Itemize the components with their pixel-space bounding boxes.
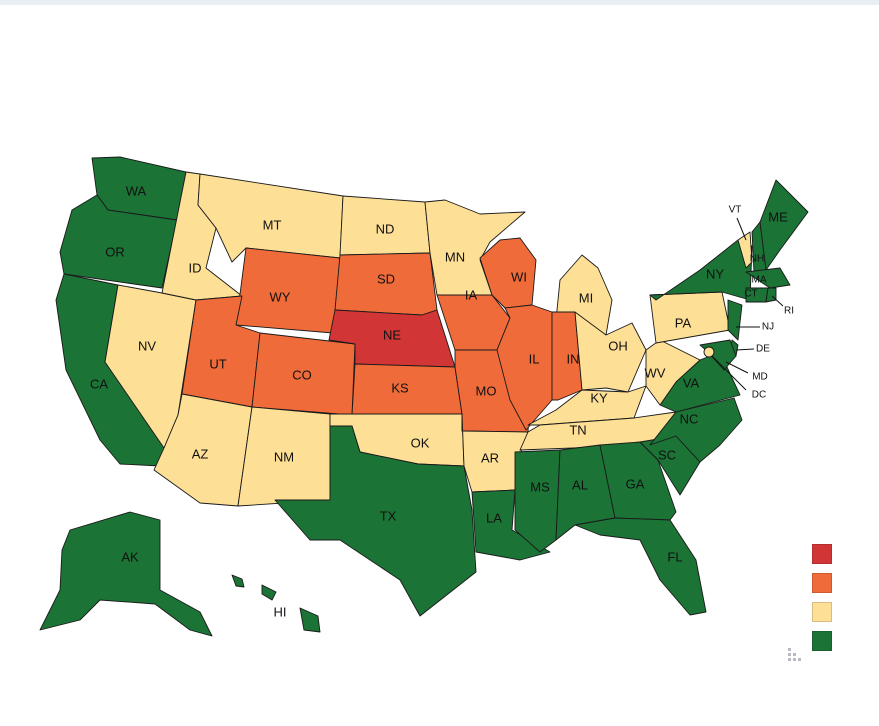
state-label-vt: VT — [729, 205, 742, 216]
state-label-ut: UT — [209, 356, 226, 371]
leader-line-md — [725, 361, 749, 374]
state-label-ct: CT — [744, 289, 757, 300]
state-ms[interactable] — [514, 449, 561, 553]
legend-swatch-low — [812, 631, 832, 651]
state-wi[interactable] — [479, 237, 537, 309]
state-label-wi: WI — [511, 269, 527, 284]
state-label-pa: PA — [675, 315, 692, 330]
state-label-in: IN — [567, 351, 580, 366]
state-label-fl: FL — [667, 549, 682, 564]
state-ri[interactable] — [765, 287, 777, 303]
state-label-il: IL — [529, 351, 540, 366]
state-ia[interactable] — [436, 294, 511, 351]
state-label-hi: HI — [274, 604, 287, 619]
state-label-sd: SD — [377, 271, 395, 286]
state-label-ny: NY — [706, 266, 724, 281]
top-bar — [0, 0, 879, 5]
state-label-mi: MI — [579, 290, 593, 305]
state-label-tn: TN — [569, 422, 586, 437]
state-label-oh: OH — [608, 338, 628, 353]
state-label-de: DE — [756, 344, 770, 355]
legend-swatch-highest — [812, 544, 832, 564]
state-label-ky: KY — [590, 390, 608, 405]
leader-line-de — [735, 348, 755, 351]
state-label-nd: ND — [376, 221, 395, 236]
state-label-az: AZ — [192, 446, 209, 461]
state-label-va: VA — [683, 375, 700, 390]
state-label-ia: IA — [465, 287, 478, 302]
state-label-me: ME — [768, 209, 788, 224]
state-label-dc: DC — [752, 390, 766, 401]
state-label-ak: AK — [121, 549, 139, 564]
state-label-ca: CA — [90, 376, 108, 391]
state-label-al: AL — [572, 477, 588, 492]
leader-line-ri — [771, 295, 784, 307]
state-label-ga: GA — [626, 476, 645, 491]
legend-swatch-high — [812, 573, 832, 593]
state-label-ne: NE — [383, 327, 401, 342]
state-label-ks: KS — [391, 380, 409, 395]
resize-grip-icon[interactable] — [788, 648, 806, 666]
state-label-mn: MN — [445, 249, 465, 264]
state-oh[interactable] — [574, 311, 647, 393]
state-label-md: MD — [752, 372, 768, 383]
state-dc[interactable] — [703, 346, 715, 358]
state-label-ri: RI — [784, 306, 794, 317]
map-legend — [812, 544, 832, 660]
state-fl[interactable] — [574, 517, 707, 616]
state-label-wy: WY — [270, 289, 291, 304]
legend-swatch-medium — [812, 602, 832, 622]
state-in[interactable] — [551, 311, 583, 401]
state-label-ma: MA — [752, 275, 767, 286]
state-label-mo: MO — [476, 383, 497, 398]
state-ma[interactable] — [745, 267, 791, 289]
state-label-nm: NM — [274, 449, 294, 464]
state-label-nc: NC — [680, 411, 699, 426]
state-label-nh: NH — [750, 254, 764, 265]
state-tx[interactable] — [274, 425, 477, 617]
state-label-co: CO — [292, 367, 312, 382]
state-ny[interactable] — [649, 239, 753, 301]
state-label-la: LA — [486, 510, 502, 525]
state-label-wa: WA — [126, 183, 147, 198]
state-mn[interactable] — [424, 199, 526, 296]
state-label-or: OR — [105, 244, 125, 259]
state-label-ok: OK — [411, 435, 430, 450]
state-label-id: ID — [189, 260, 202, 275]
state-me[interactable] — [759, 179, 809, 271]
leader-line-dc — [711, 355, 747, 391]
state-nj[interactable] — [727, 299, 743, 341]
state-vt[interactable] — [737, 231, 753, 269]
state-label-wv: WV — [645, 365, 666, 380]
state-label-ar: AR — [481, 450, 499, 465]
state-label-nv: NV — [138, 338, 156, 353]
state-ak[interactable] — [39, 511, 213, 637]
state-az[interactable] — [153, 393, 253, 507]
state-label-tx: TX — [380, 508, 397, 523]
state-il[interactable] — [496, 304, 553, 431]
state-label-ms: MS — [530, 479, 550, 494]
state-label-mt: MT — [263, 217, 282, 232]
state-label-nj: NJ — [762, 322, 774, 333]
state-hi[interactable] — [231, 574, 321, 633]
leader-line-vt — [736, 217, 747, 241]
state-label-sc: SC — [658, 447, 676, 462]
